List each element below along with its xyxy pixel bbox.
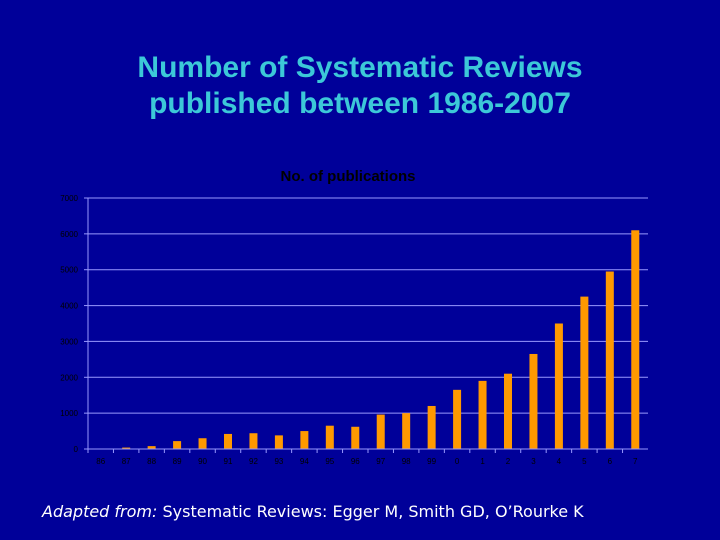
y-tick-label: 3000 <box>60 337 78 346</box>
y-tick-label: 1000 <box>60 409 78 418</box>
bar <box>631 230 640 449</box>
y-tick-label: 4000 <box>60 302 78 311</box>
x-tick-label: 89 <box>173 457 182 466</box>
bar <box>224 433 232 449</box>
x-tick-label: 3 <box>531 457 536 466</box>
y-tick-label: 5000 <box>60 266 78 275</box>
x-tick-label: 96 <box>351 457 360 466</box>
bar <box>554 323 563 449</box>
bar <box>274 435 283 449</box>
x-tick-label: 94 <box>300 457 309 466</box>
y-tick-label: 6000 <box>60 230 78 239</box>
x-tick-label: 5 <box>582 457 587 466</box>
bar <box>173 441 182 449</box>
slide-title-line-2: published between 1986-2007 <box>149 87 571 120</box>
x-tick-label: 7 <box>633 457 638 466</box>
source-citation-prefix: Adapted from: <box>42 502 158 521</box>
source-citation: Adapted from: Systematic Reviews: Egger … <box>42 502 584 521</box>
bar <box>147 446 156 449</box>
x-tick-label: 0 <box>455 457 460 466</box>
slide-title: Number of Systematic Reviews published b… <box>0 50 720 122</box>
chart-area: No. of publications 0 1000 2000 3000 4000 500… <box>0 160 720 470</box>
bar <box>300 431 309 449</box>
x-tick-label: 95 <box>325 457 334 466</box>
chart-axes <box>87 198 648 450</box>
bar <box>529 353 538 449</box>
x-tick-label: 6 <box>608 457 613 466</box>
x-axis-ticks: 86 87 88 89 90 91 92 93 94 95 96 97 98 99 0 1 2 3 4 5 6 7 <box>87 449 638 466</box>
x-tick-label: 1 <box>480 457 485 466</box>
bar <box>402 413 411 449</box>
source-citation-text: Systematic Reviews: Egger M, Smith GD, O… <box>157 502 584 521</box>
x-tick-label: 98 <box>402 457 411 466</box>
y-tick-label: 7000 <box>60 194 78 203</box>
chart-gridlines <box>88 197 648 414</box>
bar <box>605 271 614 449</box>
x-tick-label: 92 <box>249 457 258 466</box>
y-tick-label: 0 <box>74 445 79 454</box>
bar-chart: No. of publications 01000200030004000500… <box>60 168 648 466</box>
bar <box>453 389 462 449</box>
bar <box>478 380 487 449</box>
x-tick-label: 97 <box>376 457 385 466</box>
bar <box>504 373 512 449</box>
chart-bars <box>96 230 640 450</box>
y-axis-ticks: 0 1000 2000 3000 4000 5000 6000 7000 <box>60 194 88 454</box>
x-tick-label: 91 <box>224 457 233 466</box>
bar <box>122 447 131 449</box>
x-tick-label: 93 <box>274 457 283 466</box>
x-tick-label: 4 <box>557 457 562 466</box>
x-tick-label: 2 <box>506 457 511 466</box>
chart-title: No. of publications <box>281 168 416 185</box>
bar <box>376 414 385 449</box>
bar <box>249 433 258 449</box>
bar <box>198 438 207 449</box>
y-tick-label: 2000 <box>60 373 78 382</box>
x-tick-label: 87 <box>122 457 131 466</box>
bar <box>580 296 589 449</box>
bar <box>351 426 360 449</box>
x-tick-label: 86 <box>96 457 105 466</box>
x-tick-label: 88 <box>147 457 156 466</box>
slide-title-line-1: Number of Systematic Reviews <box>137 51 583 84</box>
x-tick-label: 99 <box>427 457 436 466</box>
x-tick-label: 90 <box>198 457 207 466</box>
bar <box>325 425 334 449</box>
bar <box>427 405 436 449</box>
